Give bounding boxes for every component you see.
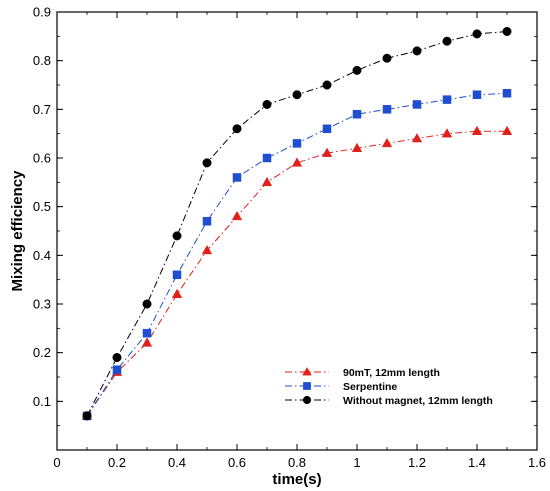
plot-area [56,11,538,451]
x-tick-label: 0.6 [228,455,246,470]
series-1 [81,125,513,420]
data-point [321,147,333,157]
data-point [232,124,242,134]
y-tick-label: 0.4 [33,248,51,263]
series-3 [82,26,512,421]
series-layer [81,26,513,421]
y-tick-label: 0.2 [33,345,51,360]
y-tick-label: 0.5 [33,199,51,214]
y-tick-label: 0.3 [33,297,51,312]
data-point [292,139,302,148]
data-point [352,109,362,119]
data-point [292,90,302,100]
data-point [172,231,182,241]
data-point [171,288,183,299]
data-point [262,99,272,109]
legend-marker [303,382,311,390]
series-line [86,130,507,417]
y-tick-label: 0.6 [33,151,51,166]
data-point [291,157,303,167]
legend-item: 90mT, 12mm length [285,366,440,379]
data-point [142,328,152,338]
y-tick-label: 0.1 [33,394,51,409]
x-tick-label: 1.6 [528,455,546,470]
x-tick-label: 0 [53,455,60,470]
x-tick-label: 1.4 [468,455,486,470]
data-point [202,158,212,168]
data-point [261,176,273,187]
axis-ticks: 0 0.2 0.4 0.6 0.8 1 1.2 1.4 1.6 0.1 0.2 0.3 0.4 0.5 0.… [33,5,546,471]
data-point [442,36,452,46]
data-point [381,137,393,148]
x-axis-title: time(s) [272,471,321,488]
data-point [501,125,513,135]
data-point [141,337,153,347]
data-point [232,173,242,182]
data-point [412,100,422,109]
data-point [172,270,182,280]
data-point [471,125,483,135]
legend-label: Without magnet, 12mm length [343,395,493,407]
data-point [502,89,512,98]
data-point [411,133,423,143]
plot-frame [56,11,538,451]
data-point [202,217,212,226]
data-point [442,95,452,104]
data-point [382,105,392,114]
x-tick-label: 0.2 [108,455,126,470]
y-axis-title: Mixing efficiency [9,170,26,292]
x-tick-label: 1.2 [408,455,426,470]
data-point [112,365,122,374]
x-tick-label: 0.8 [288,455,306,470]
data-point [322,80,332,90]
data-point [502,26,512,36]
data-point [201,244,213,255]
data-point [412,46,422,56]
data-point [142,299,152,309]
series-2 [82,89,512,421]
data-point [441,128,453,138]
data-point [352,65,362,75]
data-point [262,153,272,163]
x-tick-label: 1 [353,455,360,470]
legend-item: Serpentine [285,381,397,393]
x-tick-label: 0.4 [168,455,186,470]
data-point [472,29,482,39]
legend-item: Without magnet, 12mm length [285,395,493,407]
y-tick-label: 0.8 [33,53,51,68]
series-line [86,30,508,417]
y-tick-label: 0.9 [33,5,51,20]
data-point [82,411,92,421]
legend-marker [302,395,312,405]
y-tick-label: 0.7 [33,102,51,117]
data-point [472,90,482,99]
legend: 90mT, 12mm length Serpentine Without magne… [285,366,493,407]
data-point [231,210,243,221]
data-point [351,142,363,153]
legend-label: 90mT, 12mm length [343,367,440,379]
legend-marker [302,366,312,376]
data-point [112,353,122,363]
data-point [382,53,392,63]
data-point [322,124,332,134]
legend-label: Serpentine [343,381,397,393]
